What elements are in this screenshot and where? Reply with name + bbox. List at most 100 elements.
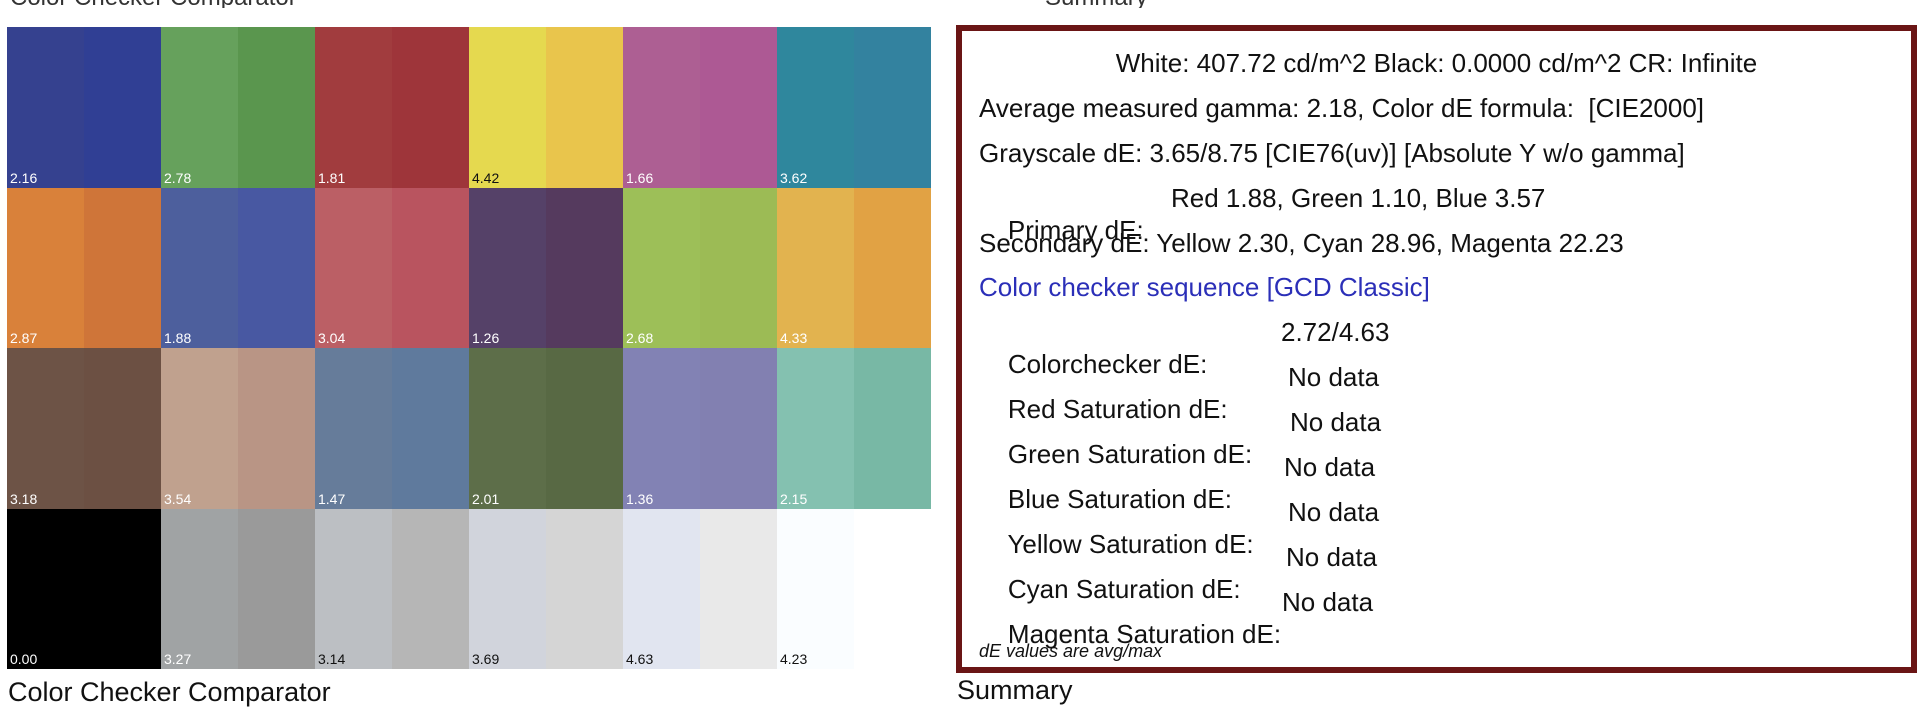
color-patch: 1.47 (315, 348, 469, 509)
patch-reference-swatch (700, 508, 777, 669)
patch-measured-swatch (777, 508, 854, 669)
color-patch: 3.27 (161, 508, 315, 669)
patch-measured-swatch (623, 508, 700, 669)
patch-measured-swatch (7, 187, 84, 348)
patch-reference-swatch (392, 187, 469, 348)
color-patch: 3.69 (469, 508, 623, 669)
saturation-value: No data (1290, 407, 1382, 437)
color-patch: 4.63 (623, 508, 777, 669)
patch-reference-swatch (546, 348, 623, 509)
cut-off-header-strip: Color Checker Comparator Summary (0, 0, 1920, 8)
patch-measured-swatch (777, 187, 854, 348)
patch-de-value: 2.87 (10, 330, 38, 346)
cut-off-caption-left: Color Checker Comparator (10, 0, 297, 8)
color-patch: 1.26 (469, 187, 623, 348)
patch-measured-swatch (623, 187, 700, 348)
patch-reference-swatch (700, 27, 777, 188)
patch-reference-swatch (546, 27, 623, 188)
saturation-label: Blue Saturation dE: (1007, 484, 1232, 514)
color-patch: 0.00 (7, 508, 161, 669)
patch-reference-swatch (854, 187, 931, 348)
saturation-label: Magenta Saturation dE: (1007, 619, 1282, 649)
patch-reference-swatch (84, 187, 161, 348)
saturation-value: No data (1288, 362, 1380, 392)
saturation-row: Cyan Saturation dE: No data (979, 541, 1377, 669)
patch-de-value: 3.69 (472, 651, 500, 667)
color-patch: 2.15 (777, 348, 931, 509)
patch-de-value: 3.14 (318, 651, 346, 667)
patch-measured-swatch (777, 27, 854, 188)
patch-measured-swatch (161, 508, 238, 669)
primary-de-row: Primary dE: Red 1.88, Green 1.10, Blue 3… (979, 182, 1545, 310)
patch-reference-swatch (854, 27, 931, 188)
patch-reference-swatch (546, 508, 623, 669)
patch-de-value: 4.23 (780, 651, 808, 667)
patch-de-value: 2.16 (10, 169, 38, 186)
grayscale-de-line: Grayscale dE: 3.65/8.75 [CIE76(uv)] [Abs… (979, 138, 1685, 168)
patch-de-value: 0.00 (10, 651, 38, 667)
saturation-value: No data (1288, 497, 1380, 527)
patch-measured-swatch (623, 27, 700, 188)
patch-measured-swatch (469, 348, 546, 509)
patch-de-value: 3.27 (164, 651, 192, 667)
color-patch: 2.87 (7, 187, 161, 348)
patch-de-value: 3.62 (780, 169, 808, 186)
patch-measured-swatch (315, 508, 392, 669)
patch-de-value: 2.68 (626, 330, 654, 346)
color-patch: 2.16 (7, 27, 161, 188)
color-checker-sequence-link[interactable]: Color checker sequence [GCD Classic] (979, 272, 1430, 302)
saturation-label: Cyan Saturation dE: (1007, 574, 1241, 604)
colorchecker-de-row: Colorchecker dE: 2.72/4.63 (979, 316, 1390, 444)
patch-measured-swatch (7, 27, 84, 188)
summary-caption: Summary (957, 675, 1073, 705)
patch-de-value: 1.66 (626, 169, 654, 186)
color-patch: 3.14 (315, 508, 469, 669)
patch-de-value: 1.47 (318, 490, 346, 507)
colorchecker-de-value: 2.72/4.63 (1281, 317, 1390, 347)
secondary-de-line: Secondary dE: Yellow 2.30, Cyan 28.96, M… (979, 228, 1624, 258)
patch-reference-swatch (84, 27, 161, 188)
primary-de-value: Red 1.88, Green 1.10, Blue 3.57 (1171, 183, 1546, 213)
saturation-row: Yellow Saturation dE: No data (979, 496, 1379, 624)
patch-reference-swatch (238, 348, 315, 509)
patch-measured-swatch (161, 187, 238, 348)
summary-panel: White: 407.72 cd/m^2 Black: 0.0000 cd/m^… (956, 25, 1917, 673)
patch-reference-swatch (700, 348, 777, 509)
patch-reference-swatch (700, 187, 777, 348)
patch-de-value: 4.63 (626, 651, 654, 667)
patch-measured-swatch (315, 187, 392, 348)
primary-de-label: Primary dE: (1007, 215, 1144, 245)
saturation-row: Green Saturation dE: No data (979, 406, 1381, 534)
saturation-value: No data (1286, 542, 1378, 572)
patch-de-value: 2.78 (164, 169, 192, 186)
patch-measured-swatch (7, 508, 84, 669)
color-patch: 3.54 (161, 348, 315, 509)
patch-reference-swatch (546, 187, 623, 348)
color-patch: 4.23 (777, 508, 931, 669)
color-patch: 3.18 (7, 348, 161, 509)
white-black-contrast-line: White: 407.72 cd/m^2 Black: 0.0000 cd/m^… (1115, 48, 1758, 78)
color-patch: 2.68 (623, 187, 777, 348)
patch-reference-swatch (238, 508, 315, 669)
checker-caption: Color Checker Comparator (8, 677, 331, 707)
saturation-value: No data (1284, 452, 1376, 482)
patch-reference-swatch (854, 508, 931, 669)
color-patch: 2.01 (469, 348, 623, 509)
patch-de-value: 1.81 (318, 169, 346, 186)
patch-de-value: 1.88 (164, 330, 192, 346)
patch-de-value: 1.26 (472, 330, 500, 346)
patch-de-value: 1.36 (626, 490, 654, 507)
color-patch: 1.81 (315, 27, 469, 188)
color-patch: 4.33 (777, 187, 931, 348)
patch-measured-swatch (469, 27, 546, 188)
color-checker-grid: 2.16 2.78 1.81 4.42 1.66 3.62 2.87 1.88 3.04 1.26… (7, 27, 931, 669)
patch-reference-swatch (238, 187, 315, 348)
de-footnote: dE values are avg/max (979, 641, 1163, 661)
patch-de-value: 4.42 (472, 169, 500, 186)
patch-measured-swatch (469, 187, 546, 348)
patch-measured-swatch (469, 508, 546, 669)
saturation-label: Red Saturation dE: (1007, 394, 1228, 424)
saturation-row: Blue Saturation dE: No data (979, 451, 1375, 579)
saturation-label: Green Saturation dE: (1007, 439, 1253, 469)
color-patch: 2.78 (161, 27, 315, 188)
